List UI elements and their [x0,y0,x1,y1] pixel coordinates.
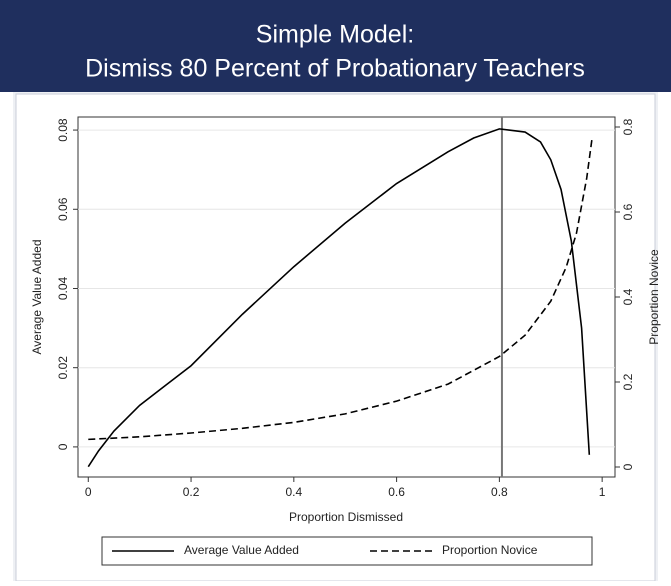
line [87,128,591,468]
y-tick-label: 0.02 [56,356,70,380]
y-tick-label: 0.06 [56,197,70,221]
x-tick-label: 0.6 [388,485,405,499]
line [88,139,593,441]
x-tick-label: 0.8 [491,485,508,499]
x-tick-label: 0.2 [183,485,200,499]
chart-title: Simple Model: [256,21,414,49]
x-tick-label: 0.4 [285,485,302,499]
legend-label: Average Value Added [184,543,299,557]
y2-tick-label: 0 [621,463,635,470]
y2-tick-label: 0.6 [621,203,635,220]
header [0,0,671,92]
y2-axis-label: Proportion Novice [647,249,661,345]
y-tick-label: 0.08 [56,118,70,142]
panel [15,93,656,582]
y-tick-label: 0 [56,443,70,450]
x-tick-label: 0 [85,485,92,499]
chart-title: Dismiss 80 Percent of Probationary Teach… [85,55,585,83]
y2-tick-label: 0.2 [621,373,635,390]
y-axis-label: Average Value Added [30,240,44,355]
y2-tick-label: 0.4 [621,288,635,305]
x-axis-label: Proportion Dismissed [289,510,403,524]
legend-label: Proportion Novice [442,543,538,557]
y-tick-label: 0.04 [56,276,70,300]
y2-tick-label: 0.8 [621,118,635,135]
legend [101,536,593,566]
x-tick-label: 1 [599,485,606,499]
